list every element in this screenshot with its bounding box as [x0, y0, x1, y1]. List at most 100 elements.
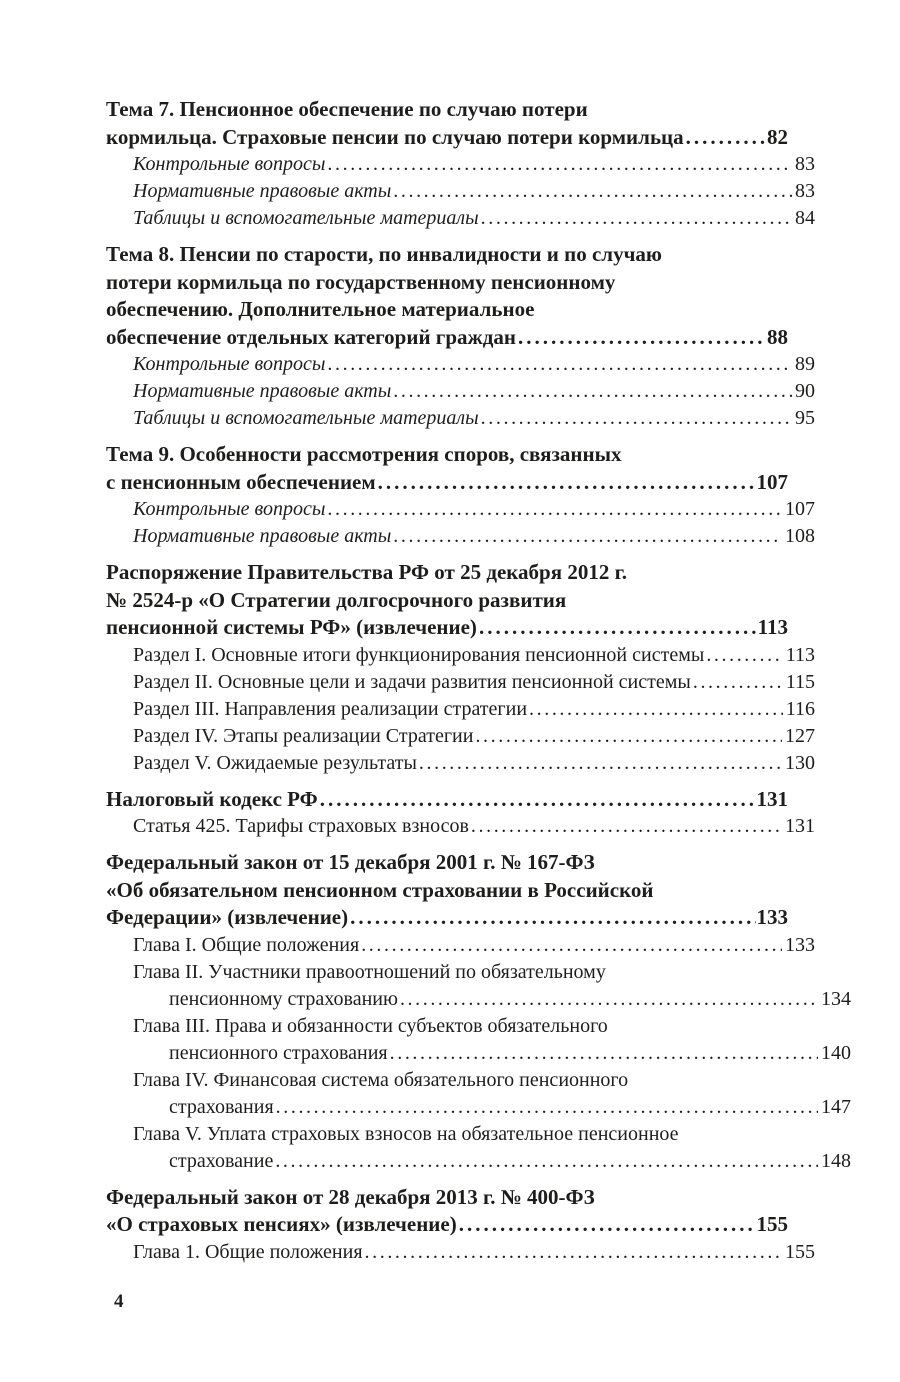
page-ref: 83 — [795, 153, 815, 175]
toc-entry-sub: Раздел II. Основные цели и задачи развит… — [106, 669, 815, 696]
dot-leader — [479, 205, 792, 232]
dot-leader — [274, 1094, 818, 1121]
page-ref: 155 — [756, 1212, 789, 1236]
page-ref: 108 — [785, 525, 815, 547]
toc-line: Федеральный закон от 15 декабря 2001 г. … — [106, 850, 595, 874]
dot-leader — [273, 1148, 818, 1175]
dot-leader — [417, 750, 782, 777]
toc-entry-nalogovy-kodeks: Налоговый кодекс РФ 131 — [106, 786, 788, 814]
dot-leader — [479, 405, 792, 432]
dot-leader — [457, 1211, 756, 1239]
toc-line: пенсионной системы РФ» (извлечение) — [106, 615, 477, 639]
page-ref: 131 — [785, 815, 815, 837]
dot-leader — [469, 813, 782, 840]
toc-line: Таблицы и вспомогательные материалы — [133, 407, 479, 429]
dot-leader — [363, 1239, 782, 1266]
toc-line: пенсионного страхования — [169, 1041, 388, 1064]
page-ref: 82 — [767, 124, 788, 149]
toc-line: Налоговый кодекс РФ — [106, 786, 318, 811]
toc-entry-sub: Раздел I. Основные итоги функционировани… — [106, 642, 815, 669]
table-of-contents: Тема 7. Пенсионное обеспечение по случаю… — [106, 96, 851, 1266]
toc-entry-tema-7: Тема 7. Пенсионное обеспечение по случаю… — [106, 96, 788, 151]
toc-entry-sub: Глава 1. Общие положения 155 — [106, 1239, 815, 1266]
toc-entry-sub: Глава V. Уплата страховых взносов на обя… — [106, 1121, 851, 1175]
toc-entry-sub: Глава III. Права и обязанности субъектов… — [106, 1013, 851, 1067]
toc-line: Контрольные вопросы — [133, 153, 326, 175]
page-ref: 134 — [821, 987, 851, 1010]
dot-leader — [325, 151, 792, 178]
dot-leader — [704, 642, 782, 669]
toc-entry-sub: Раздел III. Направления реализации страт… — [106, 696, 815, 723]
toc-entry-sub: Нормативные правовые акты 90 — [106, 378, 815, 405]
toc-line: Раздел V. Ожидаемые результаты — [133, 751, 417, 774]
page-ref: 88 — [767, 324, 788, 349]
dot-leader — [527, 696, 783, 723]
toc-entry-tema-9: Тема 9. Особенности рассмотрения споров,… — [106, 441, 788, 496]
toc-line: пенсионному страхованию — [169, 987, 398, 1010]
page-ref: 113 — [785, 643, 815, 666]
page-ref: 140 — [821, 1041, 851, 1064]
toc-line: № 2524-р «О Стратегии долгосрочного разв… — [106, 587, 567, 612]
dot-leader — [477, 614, 757, 642]
toc-line: Нормативные правовые акты — [133, 380, 392, 402]
toc-line: Федеральный закон от 28 декабря 2013 г. … — [106, 1184, 595, 1209]
toc-line: Раздел I. Основные итоги функционировани… — [133, 643, 705, 666]
toc-entry-sub: Раздел V. Ожидаемые результаты 130 — [106, 750, 815, 777]
dot-leader — [325, 496, 782, 523]
toc-line: Глава I. Общие положения — [133, 933, 360, 956]
toc-entry-rasporyazhenie: Распоряжение Правительства РФ от 25 дека… — [106, 559, 788, 642]
dot-leader — [359, 932, 782, 959]
toc-line: Контрольные вопросы — [133, 353, 326, 375]
toc-line: Тема 8. Пенсии по старости, по инвалидно… — [106, 242, 662, 266]
dot-leader — [691, 669, 783, 696]
page-ref: 133 — [756, 905, 789, 929]
toc-line: Контрольные вопросы — [133, 498, 326, 520]
toc-line: Глава 1. Общие положения — [133, 1240, 363, 1263]
dot-leader — [516, 324, 766, 352]
dot-leader — [473, 723, 782, 750]
toc-line: Глава III. Права и обязанности субъектов… — [133, 1014, 608, 1037]
dot-leader — [398, 986, 818, 1013]
toc-line: кормильца. Страховые пенсии по случаю по… — [106, 124, 684, 149]
page-ref: 90 — [795, 380, 815, 402]
page-ref: 84 — [795, 207, 815, 229]
page-ref: 115 — [785, 670, 815, 693]
dot-leader — [684, 124, 766, 152]
page-ref: 130 — [785, 751, 815, 774]
dot-leader — [391, 178, 792, 205]
toc-line: Статья 425. Тарифы страховых взносов — [133, 815, 469, 837]
toc-line: Глава V. Уплата страховых взносов на обя… — [133, 1122, 679, 1145]
page-ref: 133 — [785, 933, 815, 956]
toc-entry-sub: Нормативные правовые акты 108 — [106, 523, 815, 550]
toc-line: Тема 9. Особенности рассмотрения споров,… — [106, 442, 622, 466]
toc-line: Федерации» (извлечение) — [106, 905, 349, 929]
toc-line: Нормативные правовые акты — [133, 525, 392, 547]
toc-line: Глава IV. Финансовая система обязательно… — [133, 1068, 629, 1091]
toc-entry-sub: Таблицы и вспомогательные материалы 95 — [106, 405, 815, 432]
dot-leader — [391, 523, 782, 550]
toc-entry-sub: Глава IV. Финансовая система обязательно… — [106, 1067, 851, 1121]
page-ref: 147 — [821, 1095, 851, 1118]
toc-entry-sub: Глава II. Участники правоотношений по об… — [106, 959, 851, 1013]
toc-entry-sub: Раздел IV. Этапы реализации Стратегии 12… — [106, 723, 815, 750]
page-ref: 83 — [795, 180, 815, 202]
folio-page-number: 4 — [114, 1290, 124, 1312]
page-ref: 107 — [756, 469, 789, 494]
dot-leader — [318, 786, 756, 814]
page-ref: 89 — [795, 353, 815, 375]
page-ref: 95 — [795, 407, 815, 429]
page-ref: 155 — [785, 1240, 815, 1263]
toc-line: Распоряжение Правительства РФ от 25 дека… — [106, 560, 628, 584]
toc-entry-sub: Статья 425. Тарифы страховых взносов 131 — [106, 813, 815, 840]
toc-entry-sub: Контрольные вопросы 89 — [106, 351, 815, 378]
toc-entry-fz-400: Федеральный закон от 28 декабря 2013 г. … — [106, 1184, 788, 1239]
toc-line: обеспечение отдельных категорий граждан — [106, 324, 516, 349]
toc-line: «О страховых пенсиях» (извлечение) — [106, 1212, 457, 1236]
toc-line: потери кормильца по государственному пен… — [106, 269, 616, 294]
page-ref: 127 — [785, 724, 815, 747]
toc-line: с пенсионным обеспечением — [106, 469, 376, 494]
toc-entry-fz-167: Федеральный закон от 15 декабря 2001 г. … — [106, 849, 788, 932]
toc-entry-sub: Нормативные правовые акты 83 — [106, 178, 815, 205]
toc-line: Таблицы и вспомогательные материалы — [133, 207, 479, 229]
toc-entry-tema-8: Тема 8. Пенсии по старости, по инвалидно… — [106, 241, 788, 351]
